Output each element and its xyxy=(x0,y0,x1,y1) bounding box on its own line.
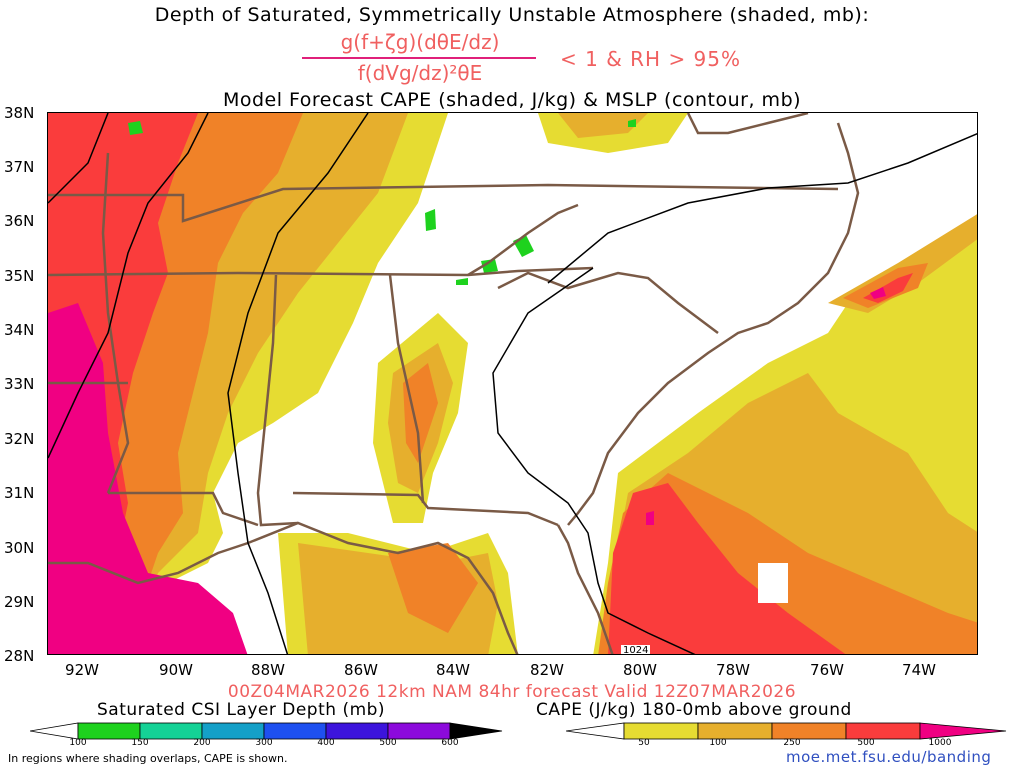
lat-label-32n: 32N xyxy=(4,430,35,448)
csi-tick-100: 100 xyxy=(69,738,87,748)
mslp-isobars xyxy=(48,113,977,654)
title-line-1: Depth of Saturated, Symmetrically Unstab… xyxy=(154,4,870,26)
csi-colorbar-title: Saturated CSI Layer Depth (mb) xyxy=(97,700,386,720)
map-graphic xyxy=(48,113,977,654)
cape-250-ga-tongue xyxy=(403,363,438,463)
cape-100-north xyxy=(558,113,648,138)
lon-label-84w: 84W xyxy=(436,661,470,679)
cape-250-gulf xyxy=(388,543,478,633)
lat-label-31n: 31N xyxy=(4,484,35,502)
fraction-denominator: f(dVg/dz)²θE xyxy=(357,61,483,85)
lat-label-36n: 36N xyxy=(4,212,35,230)
lat-label-34n: 34N xyxy=(4,321,35,339)
csi-spot-2 xyxy=(513,235,534,257)
lat-label-35n: 35N xyxy=(4,267,35,285)
lon-label-82w: 82W xyxy=(530,661,564,679)
lon-label-92w: 92W xyxy=(65,661,99,679)
lon-label-74w: 74W xyxy=(902,661,936,679)
csi-tick-600: 600 xyxy=(441,738,459,748)
fraction-bar xyxy=(302,57,536,59)
lat-label-37n: 37N xyxy=(4,158,35,176)
cape-gap-1 xyxy=(758,563,788,603)
lon-label-78w: 78W xyxy=(716,661,750,679)
lat-label-28n: 28N xyxy=(4,647,35,665)
lat-label-30n: 30N xyxy=(4,539,35,557)
lon-label-86w: 86W xyxy=(344,661,378,679)
lon-label-76w: 76W xyxy=(810,661,844,679)
cape-1000-atlantic xyxy=(646,511,654,525)
csi-tick-500: 500 xyxy=(379,738,397,748)
csi-tick-400: 400 xyxy=(317,738,335,748)
cape-plume-1000 xyxy=(870,287,886,299)
lon-label-90w: 90W xyxy=(159,661,193,679)
csi-spot-4 xyxy=(425,209,436,231)
lon-label-88w: 88W xyxy=(251,661,285,679)
lon-label-80w: 80W xyxy=(623,661,657,679)
csi-colorbar xyxy=(30,722,503,740)
cape-500-atlantic xyxy=(608,483,846,654)
csi-tick-150: 150 xyxy=(131,738,149,748)
cape-tick-1000: 1000 xyxy=(928,738,952,748)
cape-colorbar xyxy=(566,722,1007,740)
cape-colorbar-title: CAPE (J/kg) 180-0mb above ground xyxy=(536,700,852,720)
cape-tick-100: 100 xyxy=(709,738,727,748)
csi-spot-3 xyxy=(481,259,498,273)
mslp-contour-label: 1024 xyxy=(621,645,651,655)
fraction-numerator: g(f+ζg)(dθE/dz) xyxy=(340,30,500,54)
coastlines xyxy=(48,113,860,654)
valid-time: 00Z04MAR2026 12km NAM 84hr forecast Vali… xyxy=(227,682,797,702)
csi-spot-6 xyxy=(628,119,636,127)
csi-spot-5 xyxy=(456,278,468,285)
csi-tick-300: 300 xyxy=(255,738,273,748)
lat-label-38n: 38N xyxy=(4,104,35,122)
overlap-footnote: In regions where shading overlaps, CAPE … xyxy=(8,752,288,765)
cape-tick-500: 500 xyxy=(857,738,875,748)
forecast-map: 1024 xyxy=(47,112,978,655)
cape-tick-50: 50 xyxy=(638,738,650,748)
threshold-condition: < 1 & RH > 95% xyxy=(560,47,742,71)
credit-link[interactable]: moe.met.fsu.edu/banding xyxy=(786,748,992,766)
lat-label-29n: 29N xyxy=(4,593,35,611)
csi-tick-200: 200 xyxy=(193,738,211,748)
title-line-2: Model Forecast CAPE (shaded, J/kg) & MSL… xyxy=(222,89,802,111)
state-borders xyxy=(48,152,839,527)
lat-label-33n: 33N xyxy=(4,375,35,393)
cape-tick-250: 250 xyxy=(783,738,801,748)
csi-spot-1 xyxy=(128,121,143,135)
